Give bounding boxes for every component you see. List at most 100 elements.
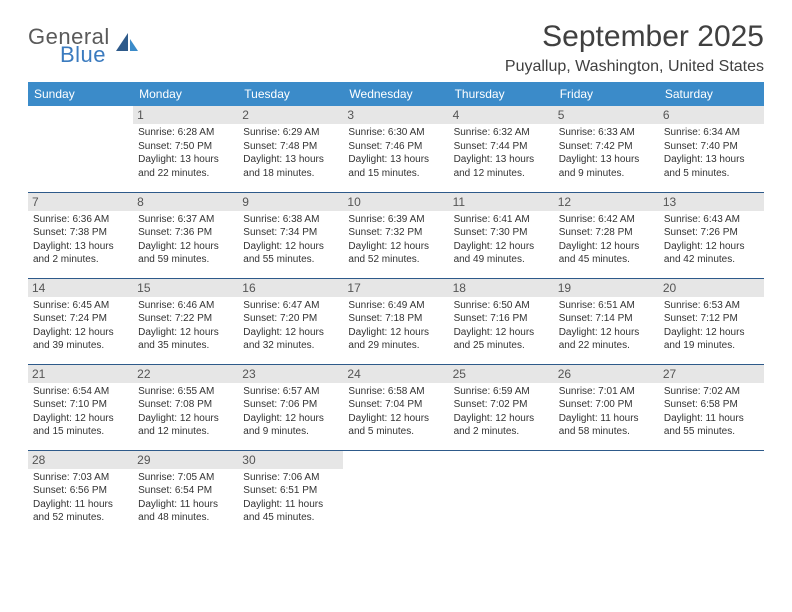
day-number: 26 bbox=[554, 365, 659, 383]
day-cell: 15 Sunrise: 6:46 AMSunset: 7:22 PMDayligh… bbox=[133, 278, 238, 364]
day-number: 12 bbox=[554, 193, 659, 211]
day-number: 13 bbox=[659, 193, 764, 211]
logo-text-blue: Blue bbox=[60, 44, 110, 66]
day-details: Sunrise: 6:34 AMSunset: 7:40 PMDaylight:… bbox=[664, 126, 759, 180]
day-cell: 30 Sunrise: 7:06 AMSunset: 6:51 PMDayligh… bbox=[238, 450, 343, 536]
day-cell bbox=[28, 106, 133, 192]
day-details: Sunrise: 7:05 AMSunset: 6:54 PMDaylight:… bbox=[138, 471, 233, 525]
day-number: 30 bbox=[238, 451, 343, 469]
day-number: 20 bbox=[659, 279, 764, 297]
day-number: 6 bbox=[659, 106, 764, 124]
day-details: Sunrise: 7:06 AMSunset: 6:51 PMDaylight:… bbox=[243, 471, 338, 525]
day-number: 14 bbox=[28, 279, 133, 297]
calendar-page: General Blue September 2025 Puyallup, Wa… bbox=[0, 0, 792, 556]
page-header: General Blue September 2025 Puyallup, Wa… bbox=[28, 20, 764, 76]
day-number: 22 bbox=[133, 365, 238, 383]
day-details: Sunrise: 7:03 AMSunset: 6:56 PMDaylight:… bbox=[33, 471, 128, 525]
day-cell: 29 Sunrise: 7:05 AMSunset: 6:54 PMDayligh… bbox=[133, 450, 238, 536]
day-details: Sunrise: 6:37 AMSunset: 7:36 PMDaylight:… bbox=[138, 213, 233, 267]
sail-icon bbox=[114, 31, 140, 62]
day-details: Sunrise: 6:29 AMSunset: 7:48 PMDaylight:… bbox=[243, 126, 338, 180]
day-details: Sunrise: 6:53 AMSunset: 7:12 PMDaylight:… bbox=[664, 299, 759, 353]
day-number: 15 bbox=[133, 279, 238, 297]
day-cell: 28 Sunrise: 7:03 AMSunset: 6:56 PMDayligh… bbox=[28, 450, 133, 536]
logo: General Blue bbox=[28, 26, 140, 66]
day-header: Thursday bbox=[449, 82, 554, 106]
day-header: Saturday bbox=[659, 82, 764, 106]
day-header: Friday bbox=[554, 82, 659, 106]
day-cell: 11 Sunrise: 6:41 AMSunset: 7:30 PMDayligh… bbox=[449, 192, 554, 278]
day-cell: 6 Sunrise: 6:34 AMSunset: 7:40 PMDaylight… bbox=[659, 106, 764, 192]
day-details: Sunrise: 6:28 AMSunset: 7:50 PMDaylight:… bbox=[138, 126, 233, 180]
day-number: 28 bbox=[28, 451, 133, 469]
day-number: 25 bbox=[449, 365, 554, 383]
week-row: 28 Sunrise: 7:03 AMSunset: 6:56 PMDayligh… bbox=[28, 450, 764, 536]
day-cell: 12Sunrise: 6:42 AMSunset: 7:28 PMDayligh… bbox=[554, 192, 659, 278]
day-header: Wednesday bbox=[343, 82, 448, 106]
day-number: 18 bbox=[449, 279, 554, 297]
day-details: Sunrise: 6:47 AMSunset: 7:20 PMDaylight:… bbox=[243, 299, 338, 353]
day-number: 24 bbox=[343, 365, 448, 383]
day-header-row: Sunday Monday Tuesday Wednesday Thursday… bbox=[28, 82, 764, 106]
day-number: 11 bbox=[449, 193, 554, 211]
day-cell: 19 Sunrise: 6:51 AMSunset: 7:14 PMDayligh… bbox=[554, 278, 659, 364]
day-details: Sunrise: 6:57 AMSunset: 7:06 PMDaylight:… bbox=[243, 385, 338, 439]
day-cell bbox=[554, 450, 659, 536]
day-details: Sunrise: 6:45 AMSunset: 7:24 PMDaylight:… bbox=[33, 299, 128, 353]
location-text: Puyallup, Washington, United States bbox=[505, 58, 764, 76]
day-details: Sunrise: 7:01 AMSunset: 7:00 PMDaylight:… bbox=[559, 385, 654, 439]
day-details: Sunrise: 6:55 AMSunset: 7:08 PMDaylight:… bbox=[138, 385, 233, 439]
day-details: Sunrise: 6:32 AMSunset: 7:44 PMDaylight:… bbox=[454, 126, 549, 180]
day-header: Sunday bbox=[28, 82, 133, 106]
day-number: 27 bbox=[659, 365, 764, 383]
day-cell: 13Sunrise: 6:43 AMSunset: 7:26 PMDayligh… bbox=[659, 192, 764, 278]
day-cell: 1 Sunrise: 6:28 AMSunset: 7:50 PMDaylight… bbox=[133, 106, 238, 192]
day-number: 2 bbox=[238, 106, 343, 124]
day-details: Sunrise: 6:51 AMSunset: 7:14 PMDaylight:… bbox=[559, 299, 654, 353]
day-details: Sunrise: 6:41 AMSunset: 7:30 PMDaylight:… bbox=[454, 213, 549, 267]
day-number: 9 bbox=[238, 193, 343, 211]
day-number: 3 bbox=[343, 106, 448, 124]
day-details: Sunrise: 6:36 AMSunset: 7:38 PMDaylight:… bbox=[33, 213, 128, 267]
day-cell: 24 Sunrise: 6:58 AMSunset: 7:04 PMDayligh… bbox=[343, 364, 448, 450]
day-details: Sunrise: 6:38 AMSunset: 7:34 PMDaylight:… bbox=[243, 213, 338, 267]
day-details: Sunrise: 6:58 AMSunset: 7:04 PMDaylight:… bbox=[348, 385, 443, 439]
day-cell: 7 Sunrise: 6:36 AMSunset: 7:38 PMDaylight… bbox=[28, 192, 133, 278]
day-details: Sunrise: 6:59 AMSunset: 7:02 PMDaylight:… bbox=[454, 385, 549, 439]
day-number: 10 bbox=[343, 193, 448, 211]
day-cell: 25 Sunrise: 6:59 AMSunset: 7:02 PMDayligh… bbox=[449, 364, 554, 450]
day-number: 5 bbox=[554, 106, 659, 124]
day-cell: 23 Sunrise: 6:57 AMSunset: 7:06 PMDayligh… bbox=[238, 364, 343, 450]
day-details: Sunrise: 6:46 AMSunset: 7:22 PMDaylight:… bbox=[138, 299, 233, 353]
day-cell bbox=[659, 450, 764, 536]
day-details: Sunrise: 6:49 AMSunset: 7:18 PMDaylight:… bbox=[348, 299, 443, 353]
day-cell: 17 Sunrise: 6:49 AMSunset: 7:18 PMDayligh… bbox=[343, 278, 448, 364]
day-cell: 5 Sunrise: 6:33 AMSunset: 7:42 PMDaylight… bbox=[554, 106, 659, 192]
day-number: 29 bbox=[133, 451, 238, 469]
day-cell: 2 Sunrise: 6:29 AMSunset: 7:48 PMDaylight… bbox=[238, 106, 343, 192]
day-number: 19 bbox=[554, 279, 659, 297]
week-row: 14 Sunrise: 6:45 AMSunset: 7:24 PMDayligh… bbox=[28, 278, 764, 364]
day-cell: 18 Sunrise: 6:50 AMSunset: 7:16 PMDayligh… bbox=[449, 278, 554, 364]
day-header: Monday bbox=[133, 82, 238, 106]
calendar-table: Sunday Monday Tuesday Wednesday Thursday… bbox=[28, 82, 764, 536]
day-number: 7 bbox=[28, 193, 133, 211]
day-cell: 22 Sunrise: 6:55 AMSunset: 7:08 PMDayligh… bbox=[133, 364, 238, 450]
day-cell bbox=[343, 450, 448, 536]
day-details: Sunrise: 6:54 AMSunset: 7:10 PMDaylight:… bbox=[33, 385, 128, 439]
day-number: 23 bbox=[238, 365, 343, 383]
day-number: 4 bbox=[449, 106, 554, 124]
day-cell bbox=[449, 450, 554, 536]
day-details: Sunrise: 6:33 AMSunset: 7:42 PMDaylight:… bbox=[559, 126, 654, 180]
day-details: Sunrise: 6:50 AMSunset: 7:16 PMDaylight:… bbox=[454, 299, 549, 353]
day-number: 1 bbox=[133, 106, 238, 124]
day-cell: 26 Sunrise: 7:01 AMSunset: 7:00 PMDayligh… bbox=[554, 364, 659, 450]
day-cell: 8Sunrise: 6:37 AMSunset: 7:36 PMDaylight… bbox=[133, 192, 238, 278]
week-row: 21Sunrise: 6:54 AMSunset: 7:10 PMDayligh… bbox=[28, 364, 764, 450]
week-row: 1 Sunrise: 6:28 AMSunset: 7:50 PMDaylight… bbox=[28, 106, 764, 192]
day-cell: 4 Sunrise: 6:32 AMSunset: 7:44 PMDaylight… bbox=[449, 106, 554, 192]
day-number: 17 bbox=[343, 279, 448, 297]
day-details: Sunrise: 6:39 AMSunset: 7:32 PMDaylight:… bbox=[348, 213, 443, 267]
day-cell: 27Sunrise: 7:02 AMSunset: 6:58 PMDayligh… bbox=[659, 364, 764, 450]
day-cell: 20 Sunrise: 6:53 AMSunset: 7:12 PMDayligh… bbox=[659, 278, 764, 364]
